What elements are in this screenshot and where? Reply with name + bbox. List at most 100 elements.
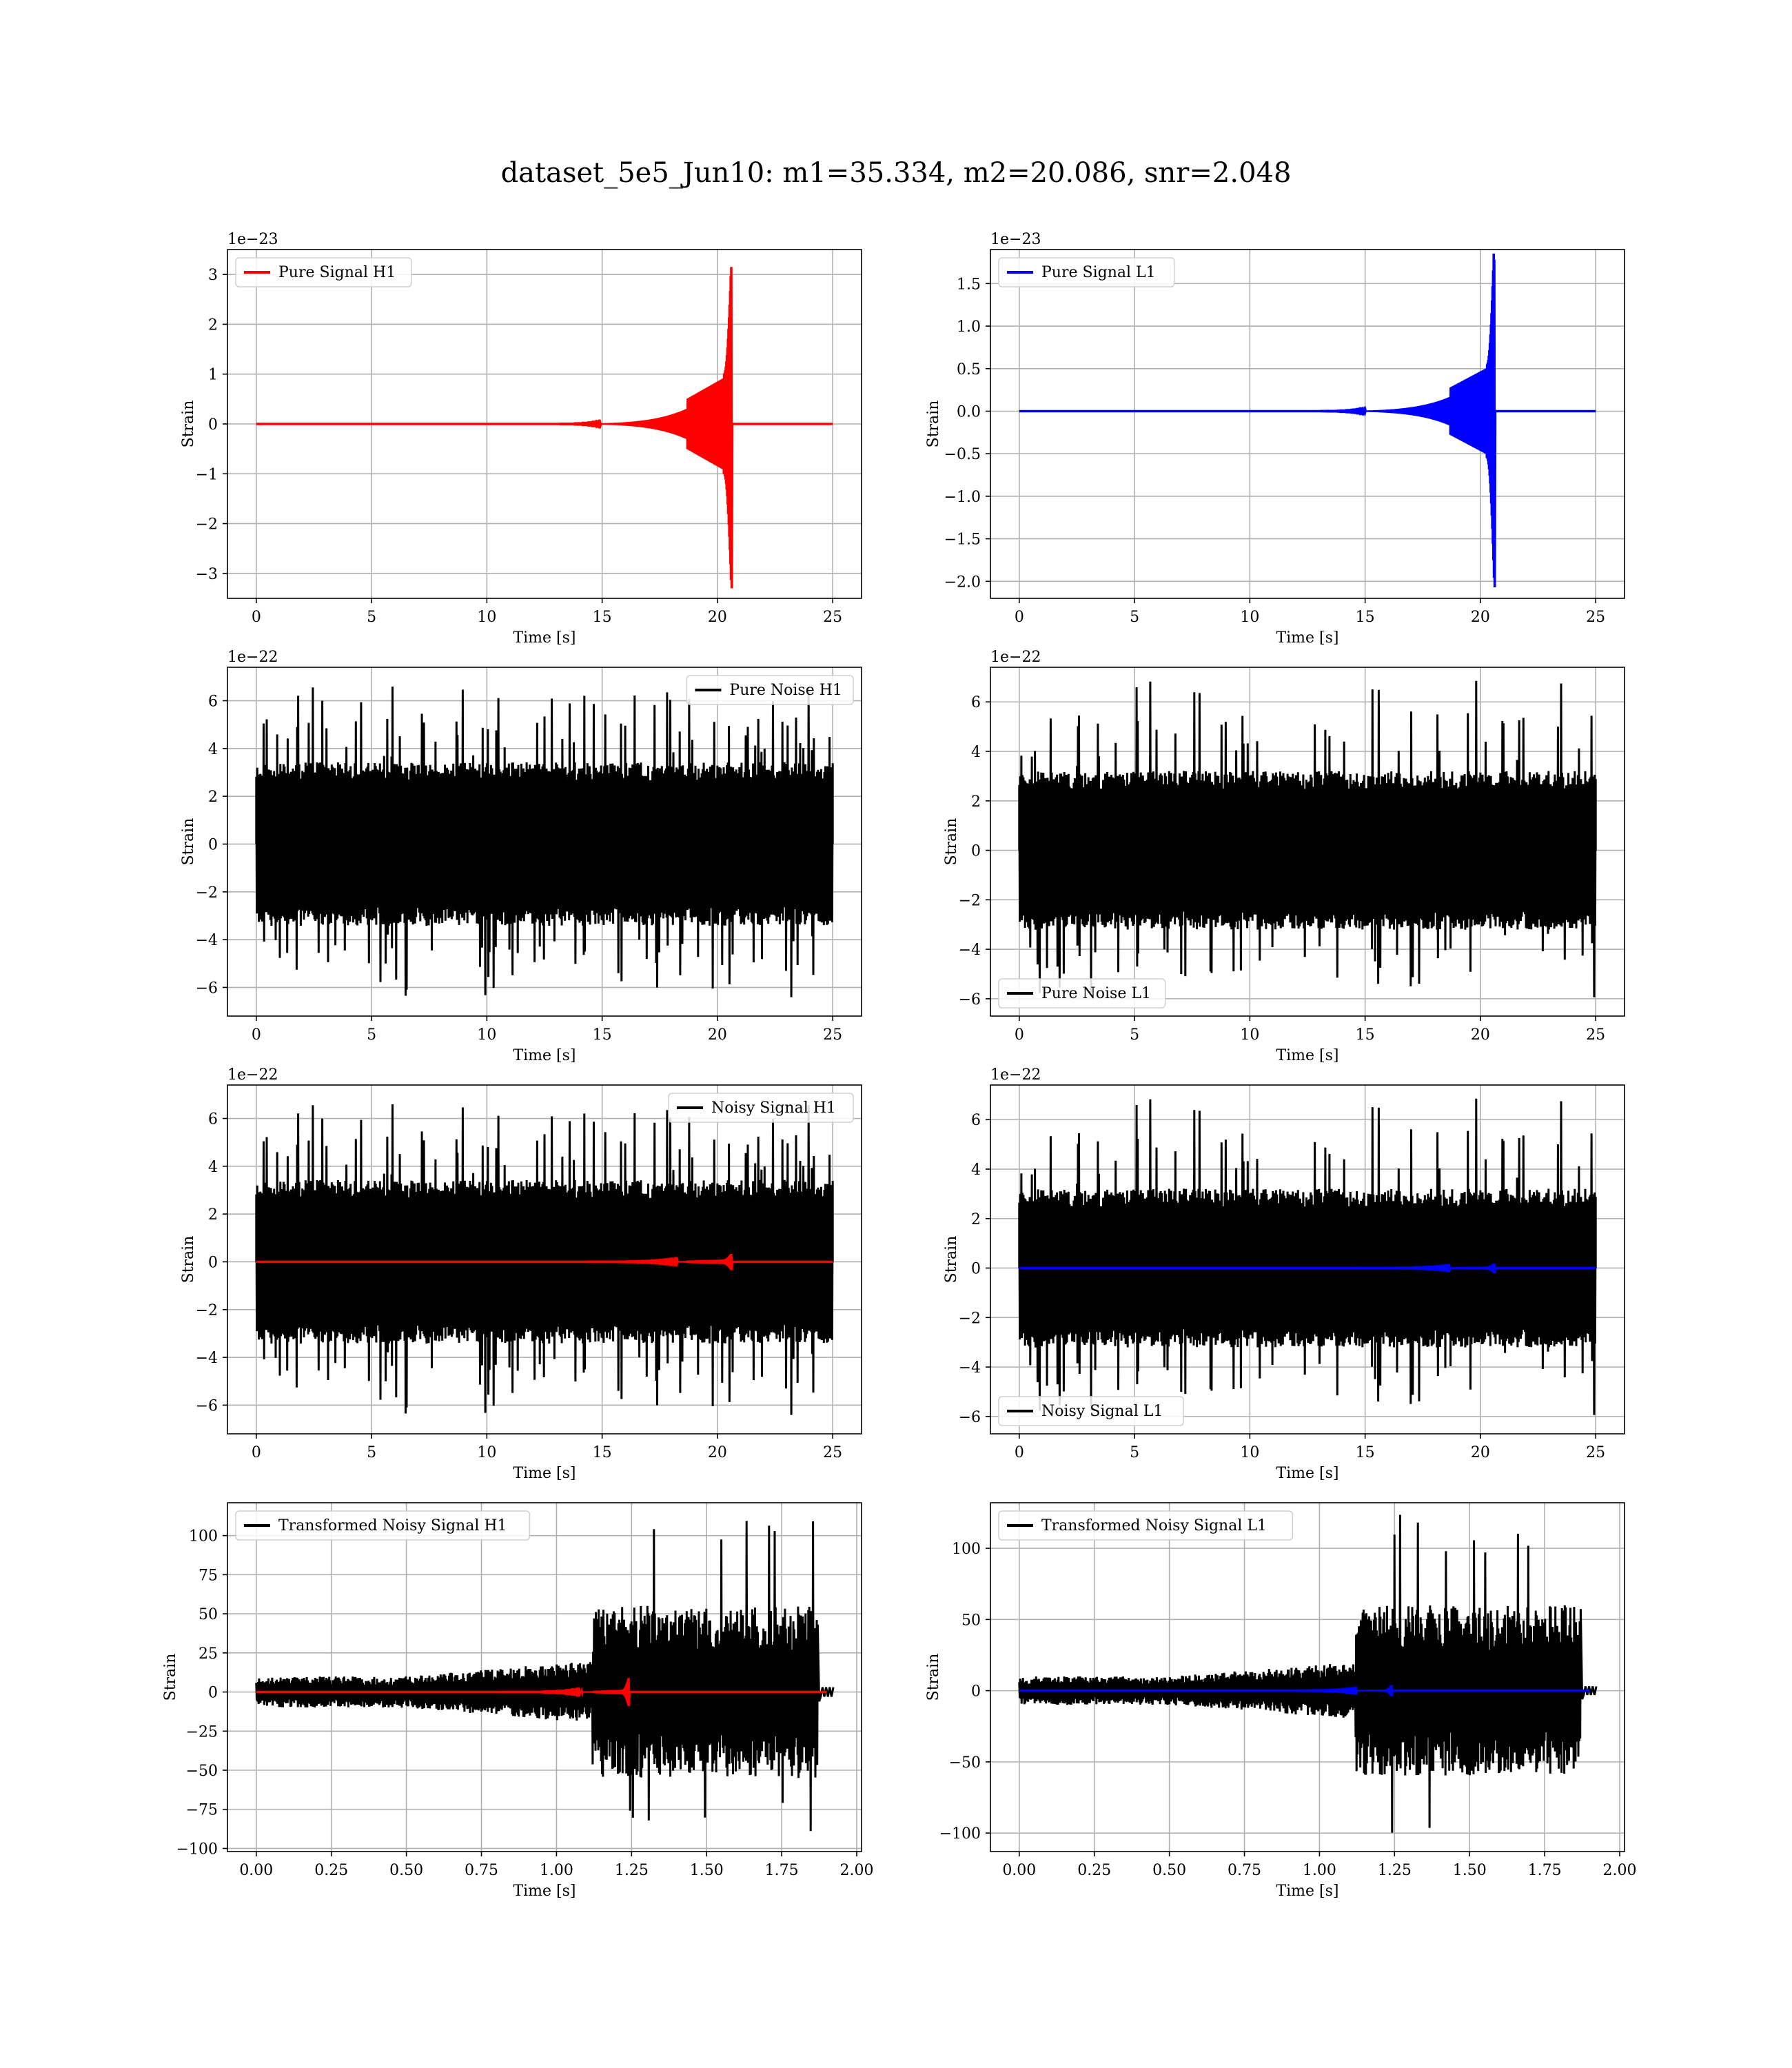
legend-label: Noisy Signal L1 [1041, 1403, 1163, 1420]
y-tick-label: 1 [208, 367, 218, 384]
legend: Pure Noise H1 [686, 675, 854, 705]
legend-label: Noisy Signal H1 [711, 1099, 836, 1117]
series-line [256, 1678, 827, 1707]
y-tick-label: −1.0 [944, 489, 981, 506]
y-tick-label: −3 [196, 566, 218, 583]
y-tick-label: −4 [959, 942, 981, 959]
y-tick-label: 0 [971, 1683, 981, 1701]
y-tick-label: 4 [208, 741, 218, 758]
x-axis-label: Time [s] [1276, 1883, 1338, 1900]
y-tick-label: 0.0 [957, 403, 981, 420]
x-axis-label: Time [s] [1276, 1047, 1338, 1064]
y-tick-label: −75 [186, 1802, 218, 1819]
y-tick-label: −6 [959, 991, 981, 1008]
y-tick-label: 0 [208, 836, 218, 853]
subplot-3: 0 5 10 15 20 25 −6 −4 −2 0 2 4 6 Time [s] Strain 1e−22 P… [180, 649, 862, 1064]
x-tick-label: 1.25 [615, 1862, 649, 1879]
y-tick-label: −100 [939, 1825, 981, 1843]
x-tick-label: 25 [823, 609, 842, 626]
x-tick-label: 0.50 [1152, 1862, 1186, 1879]
x-tick-label: 1.00 [1303, 1862, 1336, 1879]
x-tick-label: 20 [708, 1026, 727, 1044]
y-axis-label: Strain [180, 818, 197, 866]
y-tick-label: −1 [196, 466, 218, 483]
y-tick-label: −2.0 [944, 574, 981, 591]
y-tick-label: 0 [971, 843, 981, 860]
x-tick-label: 0 [252, 1444, 261, 1461]
x-tick-label: 0.75 [465, 1862, 498, 1879]
subplot-1: 0 5 10 15 20 25 −3 −2 −1 0 1 2 3 Time [s] Strain 1e−23P… [180, 231, 862, 647]
x-tick-label: 0 [252, 1026, 261, 1044]
legend: Transformed Noisy Signal L1 [998, 1510, 1294, 1541]
series-line [1019, 253, 1596, 588]
axis-offset-text: 1e−23 [990, 231, 1041, 248]
y-tick-label: 0 [208, 1685, 218, 1702]
series-group [255, 1104, 834, 1415]
y-axis-label: Strain [943, 818, 960, 866]
y-tick-label: −25 [186, 1723, 218, 1741]
series-group [255, 1521, 835, 1832]
x-tick-label: 25 [823, 1026, 842, 1044]
x-tick-label: 5 [367, 1026, 376, 1044]
x-tick-label: 25 [823, 1444, 842, 1461]
series-line [1018, 680, 1597, 997]
y-axis-label: Strain [180, 1236, 197, 1284]
x-tick-label: 20 [708, 609, 727, 626]
x-tick-label: 5 [1130, 609, 1139, 626]
axes-frame [990, 1502, 1625, 1852]
y-tick-label: −2 [959, 892, 981, 909]
y-tick-label: 6 [208, 693, 218, 711]
series-line [1019, 1685, 1590, 1697]
x-tick-label: 5 [1130, 1444, 1139, 1461]
subplot-7: 0.00 0.25 0.50 0.75 1.00 1.25 1.50 1.75 2.00 −100… [162, 1502, 874, 1900]
x-tick-label: 1.25 [1378, 1862, 1412, 1879]
x-tick-label: 10 [1240, 1444, 1259, 1461]
y-tick-label: 2 [208, 789, 218, 806]
x-tick-label: 10 [1240, 1026, 1259, 1044]
axis-offset-text: 1e−22 [227, 649, 278, 666]
series-line [255, 686, 834, 997]
axes-frame [227, 1084, 862, 1435]
x-tick-label: 10 [1240, 609, 1259, 626]
series-line [1018, 1514, 1598, 1833]
x-tick-label: 5 [367, 609, 376, 626]
subplot-5: 0 5 10 15 20 25 −6 −4 −2 0 2 4 6 Time [s] Strain 1e−22 N… [180, 1066, 862, 1482]
y-tick-label: −2 [196, 884, 218, 902]
y-tick-label: −6 [196, 1397, 218, 1415]
y-tick-label: 2 [971, 793, 981, 811]
y-tick-label: 3 [208, 267, 218, 284]
x-axis-label: Time [s] [513, 1047, 576, 1064]
legend: Transformed Noisy Signal H1 [235, 1510, 531, 1541]
legend-label: Transformed Noisy Signal H1 [278, 1517, 507, 1534]
y-tick-label: 50 [198, 1606, 218, 1623]
x-tick-label: 2.00 [840, 1862, 874, 1879]
axes-frame [227, 667, 862, 1017]
legend: Pure Signal L1 [998, 257, 1175, 287]
y-tick-label: −50 [949, 1754, 981, 1772]
legend-label: Pure Signal L1 [1041, 264, 1156, 281]
x-tick-label: 0.00 [1002, 1862, 1036, 1879]
y-tick-label: 4 [971, 1162, 981, 1179]
x-tick-label: 5 [367, 1444, 376, 1461]
y-tick-label: −1.5 [944, 531, 981, 549]
y-tick-label: 100 [952, 1541, 981, 1558]
x-tick-label: 1.75 [765, 1862, 799, 1879]
x-tick-label: 0 [1015, 609, 1024, 626]
x-tick-label: 20 [1471, 609, 1490, 626]
x-tick-label: 15 [1356, 1026, 1375, 1044]
y-axis-label: Strain [943, 1236, 960, 1284]
x-tick-label: 25 [1586, 1026, 1605, 1044]
y-axis-label: Strain [925, 401, 942, 448]
legend-label: Pure Noise L1 [1041, 985, 1151, 1002]
axes-frame [990, 1084, 1625, 1435]
series-group [1018, 1098, 1597, 1415]
series-group [256, 267, 833, 589]
x-tick-label: 0 [1015, 1444, 1024, 1461]
x-tick-label: 15 [593, 1444, 612, 1461]
y-axis-label: Strain [162, 1654, 179, 1701]
y-tick-label: 25 [198, 1645, 218, 1663]
y-tick-label: −4 [196, 1350, 218, 1367]
y-tick-label: −6 [959, 1409, 981, 1426]
series-line [1018, 1098, 1597, 1415]
y-tick-label: −50 [186, 1763, 218, 1780]
